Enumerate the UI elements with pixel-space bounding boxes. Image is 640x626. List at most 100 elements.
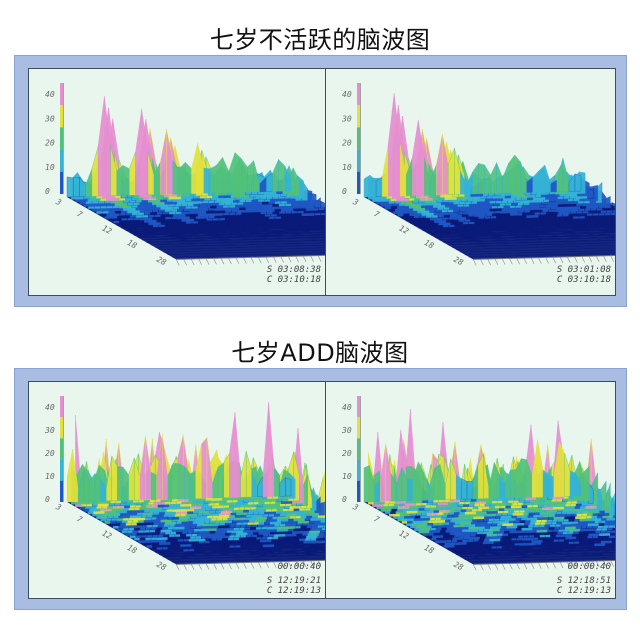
color-scale-segment [357, 396, 360, 418]
time-axis-tick [317, 255, 322, 262]
spectrum-ridge-segment [241, 235, 249, 238]
color-scale-segment [357, 438, 360, 460]
spectrum-ridge-segment [486, 557, 493, 560]
timestamp-block: S 03:01:08 C 03:10:18 [557, 265, 611, 285]
spectrum-ridge-segment [596, 242, 604, 244]
timestamp-s: S 03:08:38 [266, 265, 321, 275]
spectrum-ridge-segment [262, 240, 270, 243]
spectrum-ridge-segment [282, 550, 289, 552]
spectrum-ridge-segment [240, 556, 247, 558]
spectrum-ridge-segment [502, 242, 509, 244]
spectrum-ridge-segment [551, 556, 558, 558]
time-axis-tick [220, 258, 225, 265]
x-tick-label: 12 [100, 224, 113, 237]
color-scale-segment [357, 480, 360, 502]
spectrum-ridge-segment [73, 177, 80, 198]
spectrum-ridge-segment [222, 157, 229, 194]
spectrum-ridge-segment [375, 177, 383, 197]
spectrum-ridge-segment [146, 232, 154, 236]
color-scale-segment [60, 480, 63, 502]
y-tick-label: 30 [44, 426, 55, 435]
spectrum-ridge-segment [321, 548, 325, 551]
spectrum-ridge-segment [289, 228, 297, 232]
spectrum-ridge-segment [540, 238, 547, 241]
time-axis-tick [295, 256, 299, 263]
spectrum-ridge-segment [190, 239, 197, 242]
time-axis-tick [480, 259, 484, 266]
spectrum-ridge-segment [454, 148, 461, 195]
y-tick-label: 40 [45, 403, 55, 412]
time-axis-tick [494, 563, 499, 570]
spectrum-ridge-segment [460, 555, 467, 558]
spectrum-ridge-segment [535, 227, 542, 231]
spectrum-ridge-segment [104, 96, 111, 197]
spectrum-ridge-segment [196, 239, 204, 242]
spectrum-ridge-segment [547, 552, 554, 556]
time-axis-tick [228, 257, 232, 265]
time-axis-tick [272, 256, 277, 263]
time-axis-tick [235, 562, 240, 569]
spectrum-ridge-segment [596, 552, 602, 554]
spectrum-ridge-segment [467, 231, 474, 235]
spectrum-ridge-segment [258, 552, 265, 555]
spectrum-ridge-segment [237, 241, 245, 243]
spectrum-ridge-segment [573, 555, 579, 557]
spectrum-ridge-segment [234, 152, 242, 193]
spectrum-ridge-segment [129, 152, 136, 196]
spectrum-ridge-segment [489, 242, 497, 245]
time-axis-tick [175, 564, 180, 571]
spectrum-ridge-segment [174, 555, 181, 558]
title-inactive: 七岁不活跃的脑波图 [209, 26, 431, 54]
time-axis-tick [581, 561, 585, 568]
time-axis-tick [552, 257, 557, 264]
spectrum-ridge-segment [418, 119, 425, 196]
spectrum-ridge-segment [192, 245, 199, 247]
time-axis-tick [610, 255, 614, 262]
color-scale-segment [357, 83, 360, 106]
spectrum-ridge-segment [506, 244, 513, 247]
spectrum-ridge-segment [461, 478, 468, 500]
spectrum-ridge-segment [451, 238, 458, 241]
spectrum-ridge-segment [575, 228, 583, 232]
spectrum-ridge-segment [231, 232, 239, 236]
spectrum-ridge-segment [281, 240, 289, 242]
y-tick-label: 20 [342, 449, 352, 458]
spectrum-ridge-segment [517, 235, 525, 239]
spectrum-ridge-segment [554, 243, 561, 245]
time-axis-tick [574, 256, 578, 263]
spectrum-ridge-segment [497, 557, 503, 559]
spectrum-ridge-segment [521, 238, 529, 241]
time-axis-tick [574, 561, 578, 568]
spectrum-ridge-segment [570, 549, 576, 552]
spectrum-ridge-segment [238, 547, 246, 551]
spectrum-ridge-segment [496, 162, 503, 194]
spectrum-ridge-segment [381, 144, 389, 197]
spectrum-ridge-segment [584, 242, 592, 244]
spectrum-ridge-segment [173, 558, 180, 560]
time-axis-tick [272, 561, 277, 568]
spectrum-ridge-segment [573, 232, 581, 235]
spectrum-ridge-segment [281, 223, 288, 227]
timestamp-c: C 12:19:13 [266, 586, 321, 596]
spectrum-ridge-segment [514, 154, 521, 194]
y-tick-label: 0 [45, 495, 50, 504]
spectrum-ridge-segment [198, 236, 206, 239]
spectrum-ridge-segment [461, 240, 469, 243]
spectrum-ridge-segment [434, 463, 441, 501]
spectrum-ridge-segment [612, 236, 615, 239]
spectrum-ridge-segment [318, 239, 325, 241]
spectrum-ridge-segment [507, 557, 514, 559]
spectrum-ridge-segment [287, 240, 295, 242]
spectrum-ridge-segment [495, 233, 502, 237]
spectrum-ridge-segment [210, 244, 218, 247]
spectrum-ridge-segment [277, 229, 284, 232]
panel-inactive-left: 40 30 20 10 0 3 7 12 18 28 S 03:08:38 C 03:10:18 [28, 68, 326, 296]
y-tick-label: 0 [342, 187, 347, 196]
time-axis-tick [487, 563, 491, 571]
y-tick-label: 40 [342, 90, 352, 99]
spectrum-ridge-segment [310, 234, 318, 236]
color-scale-segment [60, 83, 63, 106]
spectrum-ridge-segment [236, 554, 243, 556]
spectrum-ridge-segment [608, 234, 615, 236]
spectrum-ridge-segment [488, 551, 495, 555]
